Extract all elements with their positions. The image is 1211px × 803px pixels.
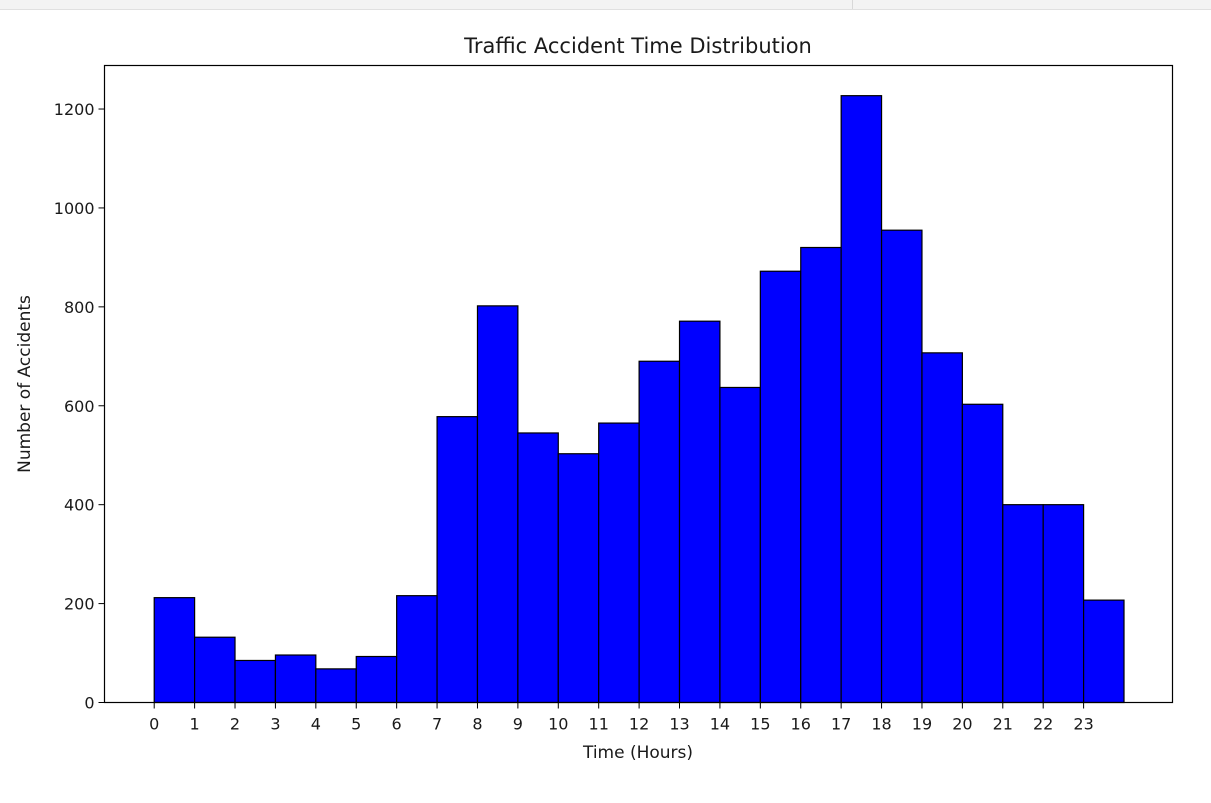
bar-hour-3	[274, 654, 317, 704]
x-tick-label: 3	[270, 715, 280, 734]
x-tick-label: 7	[432, 715, 442, 734]
x-tick-label: 18	[871, 715, 891, 734]
bar-hour-4	[315, 668, 357, 704]
y-tick-label: 200	[64, 595, 95, 614]
x-tick-label: 14	[710, 715, 730, 734]
bar-hour-16	[800, 246, 842, 704]
x-tick-label: 11	[589, 715, 609, 734]
bar-hour-20	[961, 403, 1004, 704]
x-tick-label: 4	[311, 715, 321, 734]
bar-hour-23	[1083, 599, 1125, 704]
y-axis-label: Number of Accidents	[15, 295, 35, 473]
x-tick-label: 8	[472, 715, 482, 734]
x-tick-label: 20	[952, 715, 972, 734]
x-tick-label: 12	[629, 715, 649, 734]
x-tick-label: 6	[392, 715, 402, 734]
bar-hour-2	[234, 659, 277, 704]
bar-hour-15	[759, 270, 802, 704]
x-tick-label: 21	[993, 715, 1013, 734]
bar-hour-22	[1042, 504, 1085, 704]
y-tick-label: 600	[64, 397, 95, 416]
y-axis: 0 200 400 600 800 1000 1200	[54, 100, 105, 713]
y-tick-label: 1200	[54, 100, 95, 119]
bar-hour-21	[1002, 504, 1044, 704]
top-bar	[0, 0, 1211, 10]
bar-hour-12	[638, 360, 681, 704]
bar-hour-19	[921, 352, 963, 704]
x-tick-label: 1	[190, 715, 200, 734]
x-tick-label: 19	[912, 715, 932, 734]
bar-hour-7	[436, 416, 479, 704]
chart-title: Traffic Accident Time Distribution	[463, 34, 812, 58]
plot-frame	[103, 64, 1174, 704]
y-tick-label: 800	[64, 298, 95, 317]
bars	[153, 95, 1125, 704]
x-tick-label: 17	[831, 715, 851, 734]
bar-hour-8	[476, 305, 519, 704]
x-axis-label: Time (Hours)	[582, 743, 693, 763]
bar-hour-11	[598, 422, 640, 704]
x-tick-label: 0	[149, 715, 159, 734]
y-tick-label: 1000	[54, 199, 95, 218]
bar-hour-6	[396, 595, 438, 704]
bar-hour-14	[719, 386, 761, 704]
x-tick-label: 5	[351, 715, 361, 734]
x-tick-label: 13	[669, 715, 689, 734]
y-tick-label: 0	[84, 694, 94, 713]
x-tick-label: 9	[513, 715, 523, 734]
y-tick-label: 400	[64, 496, 95, 515]
bar-hour-18	[880, 229, 923, 704]
top-bar-divider	[852, 0, 853, 9]
x-tick-label: 10	[548, 715, 568, 734]
x-tick-label: 15	[750, 715, 770, 734]
bar-hour-5	[355, 655, 398, 704]
bar-hour-10	[557, 453, 600, 704]
bar-hour-0	[153, 597, 196, 704]
x-tick-label: 16	[791, 715, 811, 734]
bar-hour-17	[840, 95, 883, 704]
x-axis: 0 1 2 3 4 5 6 7 8 9 10 11 12 13 14 15 16 17 18 19 20 21 22 23	[149, 702, 1094, 734]
x-tick-label: 23	[1073, 715, 1093, 734]
bar-hour-9	[517, 432, 559, 704]
x-tick-label: 22	[1033, 715, 1053, 734]
x-tick-label: 2	[230, 715, 240, 734]
bar-hour-1	[194, 636, 236, 704]
bar-hour-13	[678, 320, 721, 704]
